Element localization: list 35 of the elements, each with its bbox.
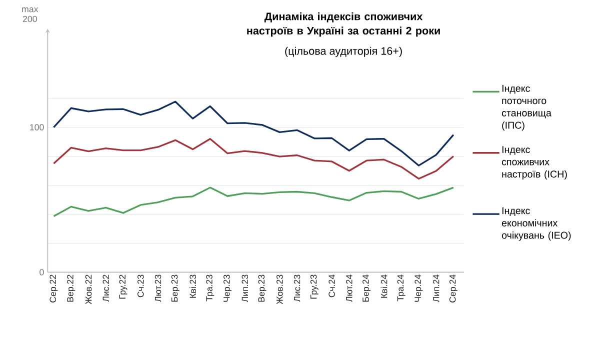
chart-title: Динаміка індексів споживчих настроїв в Україні за останні 2 роки	[247, 12, 440, 37]
x-tick-label: Лют.23	[154, 274, 162, 302]
x-tick-label: Тра.24	[397, 274, 406, 302]
x-tick-label: Гру.23	[310, 274, 318, 298]
x-tick-label: Сер.22	[50, 274, 58, 302]
y-tick-label: 100	[30, 124, 44, 130]
x-tick-label: Сч.23	[137, 274, 144, 297]
legend-label: Індекс споживчих настроїв (ІСН)	[502, 146, 567, 180]
line-series	[52, 100, 454, 166]
x-tick-label: Чер.23	[224, 274, 232, 302]
x-tick-label: Вер.22	[67, 274, 76, 302]
x-tick-label: Бер.24	[362, 274, 371, 302]
x-tick-label: Лют.24	[346, 274, 352, 302]
x-tick-label: Лип.23	[242, 274, 248, 302]
x-tick-label: Лис.23	[294, 274, 300, 302]
x-tick-label: Тра.23	[206, 274, 214, 302]
x-tick-label: Чер.24	[414, 274, 423, 302]
x-tick-label: Гру.22	[119, 274, 128, 298]
line-series	[52, 138, 454, 180]
x-tick-label: Кві.24	[380, 274, 388, 298]
x-tick-label: Сер.24	[449, 274, 458, 302]
legend-label: Індекс економічних очікувань (ІЕО)	[502, 207, 571, 241]
legend-label: Індекс поточного становища (ІПС)	[502, 84, 552, 131]
text: (цільова аудиторія 16+)	[285, 46, 402, 57]
x-tick-label: Жов.23	[276, 274, 283, 304]
x-tick-label: Жов.22	[85, 274, 92, 304]
text: max 200	[22, 7, 38, 22]
x-tick-label: Кві.23	[190, 274, 196, 298]
x-tick-label: Бер.23	[171, 274, 180, 302]
x-tick-label: Лип.24	[432, 274, 440, 302]
y-tick-label: 0	[40, 268, 44, 276]
x-tick-label: Лис.22	[102, 274, 109, 302]
line-series	[52, 186, 454, 217]
x-tick-label: Сч.24	[328, 274, 335, 297]
x-tick-label: Вер.23	[258, 274, 266, 302]
